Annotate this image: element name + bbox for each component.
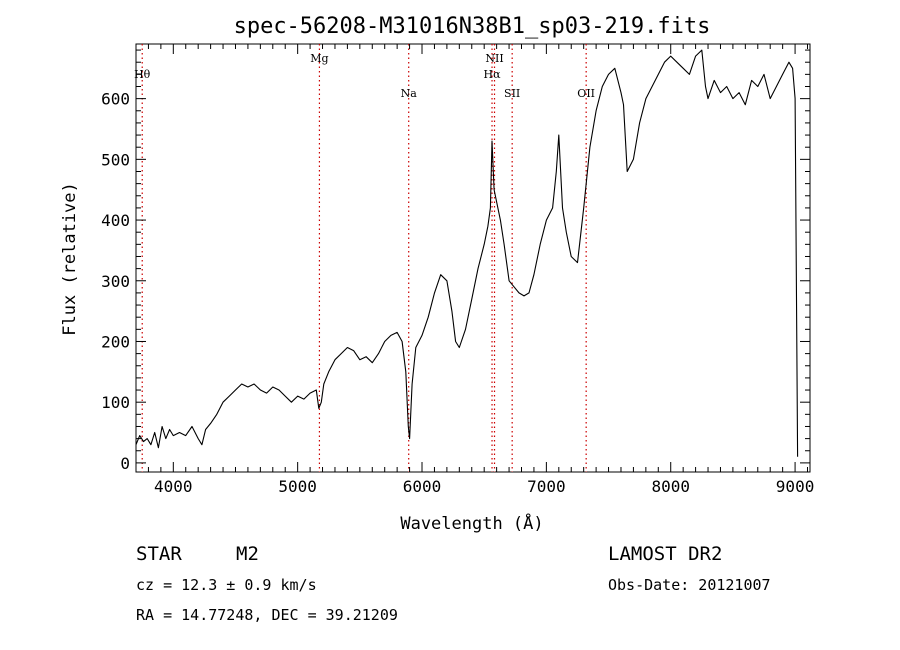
x-tick-label: 5000 — [278, 477, 317, 496]
plot-frame — [135, 43, 811, 473]
x-axis-label: Wavelength (Å) — [400, 512, 543, 534]
line-marker-label: Hθ — [134, 68, 151, 81]
y-tick-label: 100 — [101, 393, 130, 412]
redshift-info: cz = 12.3 ± 0.9 km/s — [136, 576, 317, 594]
chart-title: spec-56208-M31016N38B1_sp03-219.fits — [234, 14, 711, 39]
line-marker-label: Na — [401, 87, 418, 100]
y-tick-label: 600 — [101, 90, 130, 109]
line-marker-label: NII — [485, 52, 503, 65]
x-tick-label: 9000 — [776, 477, 815, 496]
y-tick-label: 300 — [101, 272, 130, 291]
observation-date: Obs-Date: 20121007 — [608, 576, 771, 594]
spectral-subclass: M2 — [236, 543, 259, 565]
coordinates-info: RA = 14.77248, DEC = 39.21209 — [136, 606, 398, 624]
y-tick-label: 500 — [101, 150, 130, 169]
line-marker-label: Mg — [310, 52, 328, 65]
object-type: STAR — [136, 543, 182, 565]
line-marker-label: Hα — [484, 68, 502, 81]
x-tick-label: 8000 — [651, 477, 690, 496]
line-marker-label: OII — [577, 87, 595, 100]
x-tick-label: 6000 — [403, 477, 442, 496]
y-tick-label: 200 — [101, 332, 130, 351]
spectrum-line-0 — [135, 49, 799, 457]
spectrum-series — [135, 49, 799, 457]
survey-name: LAMOST DR2 — [608, 543, 722, 565]
axis-ticks — [136, 44, 810, 472]
axis-tick-labels: 4000 5000 6000 7000 8000 9000 0 100 200 300 400 500… — [101, 90, 814, 496]
y-tick-label: 400 — [101, 211, 130, 230]
y-tick-label: 0 — [120, 454, 130, 473]
y-axis-label: Flux (relative) — [60, 182, 80, 336]
line-marker-label: SII — [504, 87, 520, 100]
x-tick-label: 7000 — [527, 477, 566, 496]
x-tick-label: 4000 — [154, 477, 193, 496]
